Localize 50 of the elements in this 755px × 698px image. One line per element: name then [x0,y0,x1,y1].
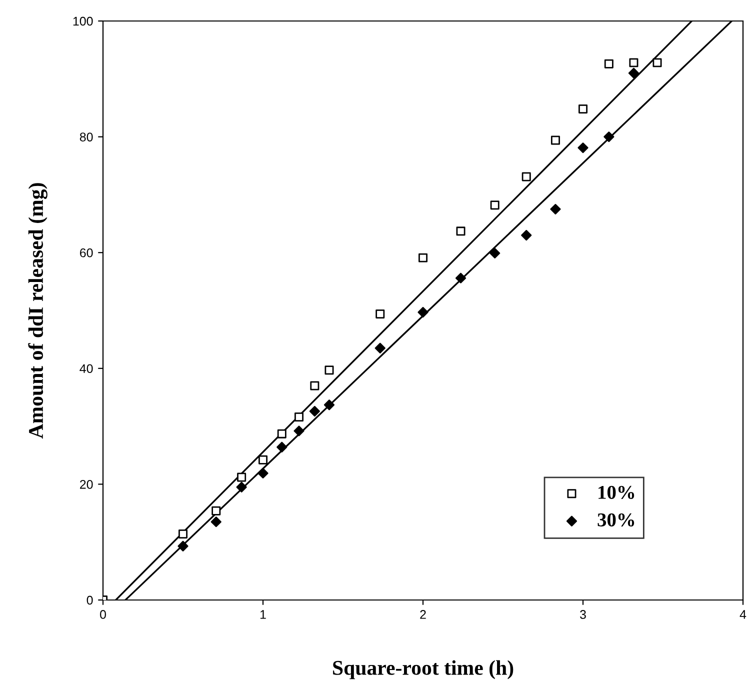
point [550,204,561,214]
point [236,482,247,492]
point [324,400,335,410]
point [276,442,288,452]
x-tick-label: 4 [740,610,746,619]
point [578,104,588,114]
point [212,506,221,516]
point [294,412,304,422]
point [418,253,428,262]
point [237,472,246,482]
point [258,455,268,464]
point [490,200,500,210]
y-axis-title: Amount of ddI released (mg) [28,183,48,439]
y-tick-label: 40 [80,364,93,374]
x-axis-title: Square-root time (h) [333,660,514,680]
point [418,306,428,318]
point [522,172,531,182]
point [376,309,385,318]
point [629,58,638,68]
point [652,58,662,68]
point [258,468,268,478]
point [178,529,188,538]
point [294,426,304,436]
point [455,272,466,284]
point [490,248,500,258]
legend-label: 10% [598,486,634,500]
point [604,59,614,68]
point [277,429,286,438]
point [309,406,320,417]
point [628,68,640,78]
point [310,381,320,390]
x-tick-label: 2 [420,610,426,619]
legend-label: 30% [598,513,634,527]
x-tick-label: 1 [260,610,266,619]
point [178,540,188,552]
y-tick-label: 80 [80,132,93,142]
y-tick-label: 20 [80,480,93,489]
x-tick-label: 0 [100,610,106,619]
point [550,136,560,145]
y-tick-label: 60 [80,248,93,258]
point [456,226,466,236]
x-tick-label: 3 [580,610,586,619]
point [324,366,334,375]
point [521,230,532,241]
y-tick-label: 100 [73,16,93,26]
point [210,516,222,528]
point [374,342,386,354]
point [578,142,588,154]
point [604,132,614,142]
y-tick-label: 0 [86,596,93,605]
